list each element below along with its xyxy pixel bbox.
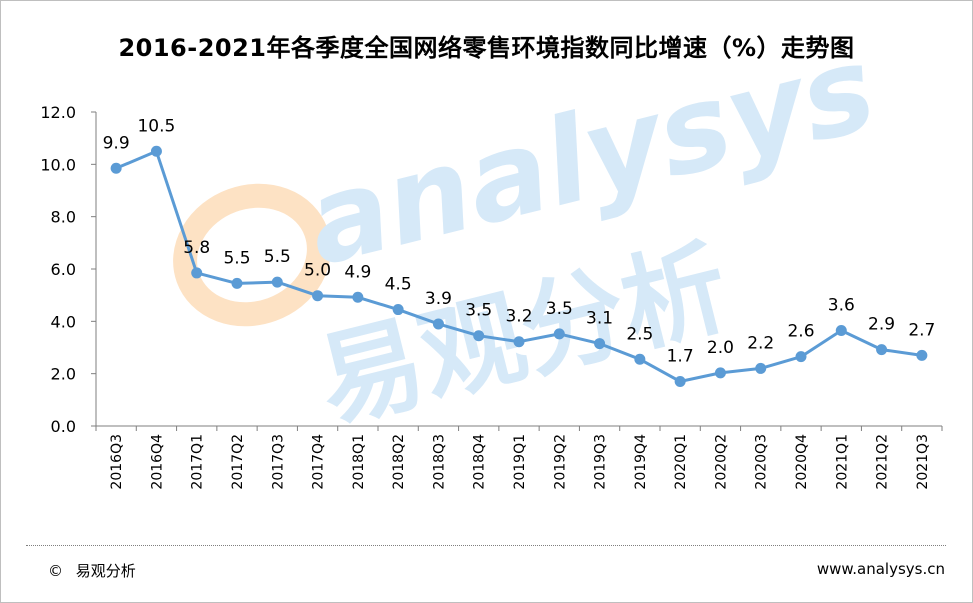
x-tick-label: 2017Q3: [270, 434, 286, 490]
data-label: 2.2: [747, 333, 774, 353]
x-tick-label: 2021Q2: [875, 434, 891, 490]
footer-divider: [26, 545, 946, 546]
footer-brand: © 易观分析: [48, 560, 136, 581]
data-point: [392, 304, 404, 316]
x-tick-label: 2019Q4: [633, 434, 649, 490]
x-tick-label: 2020Q3: [754, 434, 770, 490]
data-label: 2.6: [787, 322, 814, 342]
y-tick-label: 8.0: [51, 208, 76, 227]
data-point: [674, 376, 686, 388]
data-label: 9.9: [103, 133, 130, 153]
data-label: 2.0: [707, 338, 734, 358]
x-tick-label: 2017Q1: [190, 434, 206, 490]
x-tick-label: 2017Q4: [311, 434, 327, 490]
x-tick-label: 2019Q1: [512, 434, 528, 490]
data-point: [312, 290, 324, 302]
y-tick-label: 10.0: [40, 155, 76, 174]
data-label: 3.5: [465, 301, 492, 321]
data-point: [352, 291, 364, 303]
x-tick-label: 2018Q2: [391, 434, 407, 490]
data-point: [714, 367, 726, 379]
data-point: [594, 338, 606, 350]
y-tick-label: 2.0: [51, 365, 76, 384]
y-tick-label: 6.0: [51, 260, 76, 279]
y-tick-label: 0.0: [51, 417, 76, 436]
x-axis-ticks: 2016Q3 2016Q4 2017Q1 2017Q2 2017Q3 2017Q4 2018…: [95, 426, 943, 490]
data-label: 3.9: [425, 289, 452, 309]
x-tick-label: 2018Q1: [351, 434, 367, 490]
data-point: [513, 336, 525, 348]
data-label: 3.2: [505, 307, 532, 327]
data-point: [755, 362, 767, 374]
data-label: 5.0: [304, 261, 331, 281]
data-point: [271, 276, 283, 288]
copyright-symbol: ©: [48, 562, 63, 580]
data-point: [634, 353, 646, 365]
data-label: 5.5: [264, 247, 291, 267]
data-label: 3.1: [586, 309, 613, 329]
data-point: [191, 267, 203, 279]
chart-title: 2016-2021年各季度全国网络零售环境指数同比增速（%）走势图: [118, 34, 855, 62]
data-labels: 9.9 10.5 5.8 5.5 5.5 5.0 4.9 4.5 3.9 3.5 3.2 3.5 3.1…: [103, 116, 936, 366]
data-label: 1.7: [667, 347, 694, 367]
data-point: [835, 324, 847, 336]
y-tick-label: 12.0: [40, 103, 76, 122]
data-label: 5.8: [183, 238, 210, 258]
data-label: 3.6: [828, 295, 855, 315]
y-tick-label: 4.0: [51, 312, 76, 331]
x-tick-label: 2018Q4: [472, 434, 488, 490]
data-label: 5.5: [223, 248, 250, 268]
data-label: 2.9: [868, 315, 895, 335]
x-tick-label: 2021Q3: [915, 434, 931, 490]
data-point: [795, 351, 807, 363]
series-points: [110, 145, 928, 388]
x-tick-label: 2019Q3: [593, 434, 609, 490]
data-label: 3.5: [546, 299, 573, 319]
data-point: [110, 162, 122, 174]
x-tick-label: 2017Q2: [230, 434, 246, 490]
footer-url[interactable]: www.analysys.cn: [816, 560, 945, 578]
data-label: 4.9: [344, 262, 371, 282]
data-point: [432, 318, 444, 330]
data-label: 10.5: [137, 116, 175, 136]
data-point: [876, 344, 888, 356]
data-point: [150, 145, 162, 157]
watermark-logo-shape: [173, 183, 331, 327]
watermark: analysys 易观分析: [173, 18, 888, 444]
brand-name: 易观分析: [75, 562, 136, 580]
x-tick-label: 2019Q2: [552, 434, 568, 490]
x-tick-label: 2016Q3: [109, 434, 125, 490]
data-point: [231, 277, 243, 289]
y-axis-ticks: 0.0 2.0 4.0 6.0 8.0 10.0 12.0: [40, 103, 96, 436]
x-tick-label: 2020Q1: [673, 434, 689, 490]
data-point: [916, 349, 928, 361]
data-label: 2.5: [626, 324, 653, 344]
x-tick-label: 2020Q4: [794, 434, 810, 490]
data-label: 2.7: [908, 320, 935, 340]
data-point: [473, 330, 485, 342]
x-tick-label: 2021Q1: [834, 434, 850, 490]
data-point: [553, 328, 565, 340]
data-label: 4.5: [385, 275, 412, 295]
x-tick-label: 2020Q2: [713, 434, 729, 490]
x-tick-label: 2016Q4: [149, 434, 165, 490]
watermark-analysys-text: analysys: [293, 18, 887, 292]
x-tick-label: 2018Q3: [431, 434, 447, 490]
